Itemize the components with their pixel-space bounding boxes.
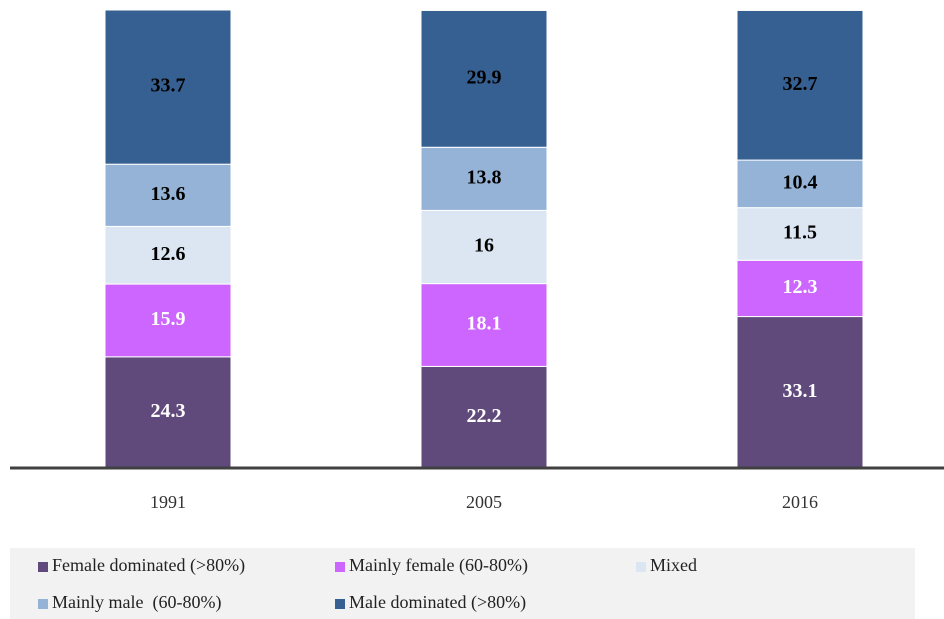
x-tick-label: 2005 (466, 492, 502, 512)
value-label: 12.3 (783, 276, 818, 298)
bar-segment (104, 225, 232, 285)
legend-swatch (636, 562, 646, 572)
legend-label: Female dominated (>80%) (52, 555, 245, 576)
value-label: 24.3 (151, 400, 186, 422)
bar-segment (420, 146, 548, 211)
bar-segment (420, 209, 548, 285)
legend-swatch (335, 562, 345, 572)
value-label: 29.9 (467, 66, 502, 88)
value-label: 16 (474, 235, 494, 257)
value-label: 15.9 (151, 308, 186, 330)
legend-swatch (335, 599, 345, 609)
value-label: 10.4 (783, 171, 818, 193)
bar-segment (736, 207, 864, 261)
bar-segment (736, 259, 864, 318)
bar-segment (104, 356, 232, 469)
legend-label: Male dominated (>80%) (349, 592, 526, 613)
value-label: 33.7 (151, 75, 186, 97)
legend-swatch (38, 562, 48, 572)
value-label: 32.7 (783, 73, 818, 95)
bar-segment (736, 159, 864, 209)
bar-segment (736, 9, 864, 161)
bar-segment (104, 163, 232, 227)
value-label: 13.6 (151, 183, 186, 205)
bar-segment (420, 9, 548, 148)
value-label: 18.1 (467, 313, 502, 335)
legend-label: Mainly female (60-80%) (349, 555, 528, 576)
value-label: 13.8 (467, 166, 502, 188)
x-tick-label: 2016 (782, 492, 818, 512)
bar-segment (104, 9, 232, 165)
value-label: 22.2 (467, 405, 502, 427)
legend-swatch (38, 599, 48, 609)
legend-label: Mixed (650, 555, 697, 575)
x-tick-label: 1991 (150, 492, 186, 512)
value-label: 12.6 (151, 243, 186, 265)
legend-label: Mainly male (60-80%) (52, 592, 221, 613)
value-label: 11.5 (783, 222, 817, 244)
value-label: 33.1 (783, 380, 818, 402)
legend-box (10, 548, 915, 619)
bar-segment (420, 283, 548, 367)
